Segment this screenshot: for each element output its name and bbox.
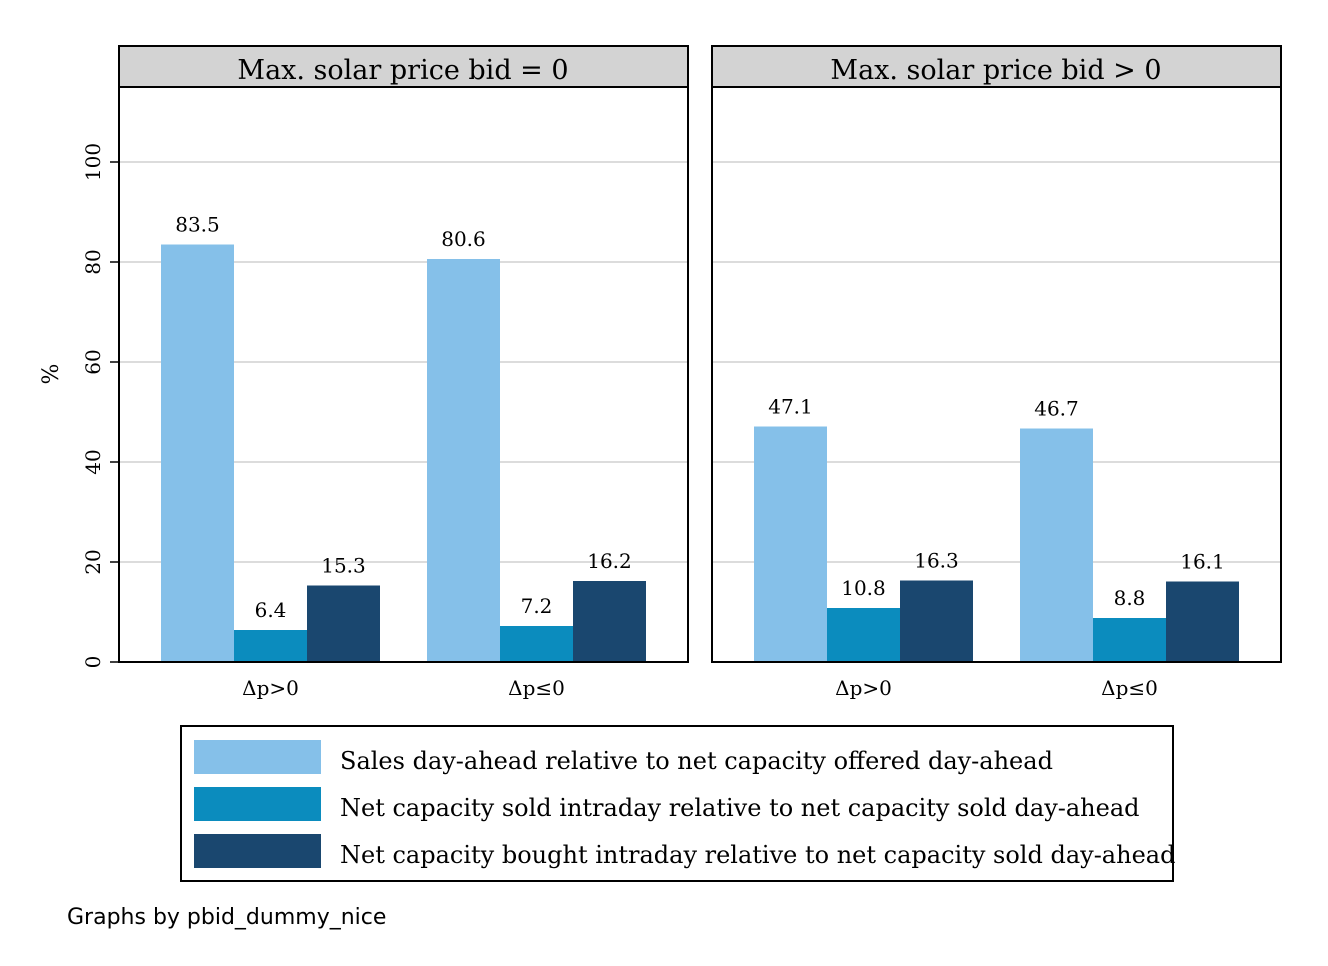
data-label: 8.8 <box>1114 586 1146 610</box>
panel-left: Max. solar price bid = 0 83.5 6.4 15.3 80.6… <box>118 45 689 663</box>
data-label: 47.1 <box>768 395 813 419</box>
legend-swatch-1 <box>194 787 321 821</box>
panel-left-title-strip <box>118 45 689 88</box>
y-tick-label: 60 <box>81 349 105 374</box>
footnote: Graphs by pbid_dummy_nice <box>67 905 386 930</box>
y-tick-label: 20 <box>81 549 105 574</box>
bar <box>827 608 900 662</box>
legend-frame <box>180 725 1174 882</box>
bar <box>900 580 973 662</box>
panel-right-frame <box>711 86 1282 663</box>
bar <box>500 626 573 662</box>
bar <box>307 585 380 662</box>
x-tick-label: Δp≤0 <box>1101 676 1158 700</box>
panel-right-title: Max. solar price bid > 0 <box>830 55 1161 86</box>
legend: Sales day-ahead relative to net capacity… <box>180 725 1175 882</box>
bar <box>161 244 234 662</box>
y-tick-label: 80 <box>81 249 105 274</box>
data-label: 7.2 <box>521 594 553 618</box>
legend-label-2: Net capacity bought intraday relative to… <box>340 841 1175 869</box>
bar <box>427 259 500 662</box>
data-label: 10.8 <box>841 576 886 600</box>
x-tick-label: Δp>0 <box>242 676 299 700</box>
legend-swatch-0 <box>194 740 321 774</box>
bar <box>1020 428 1093 662</box>
bar <box>1093 618 1166 662</box>
bar <box>573 581 646 662</box>
legend-swatch-2 <box>194 834 321 868</box>
data-label: 83.5 <box>175 213 220 237</box>
data-label: 6.4 <box>255 598 287 622</box>
legend-label-0: Sales day-ahead relative to net capacity… <box>340 747 1053 775</box>
bar <box>234 630 307 662</box>
panel-left-plot: 83.5 6.4 15.3 80.6 7.2 16.2 <box>120 161 687 662</box>
panel-right-plot: 47.1 10.8 16.3 46.7 8.8 16.1 <box>713 161 1280 662</box>
y-tick-label: 100 <box>81 143 105 181</box>
data-label: 16.3 <box>914 549 959 573</box>
panel-right-title-strip <box>711 45 1282 88</box>
bar <box>754 426 827 662</box>
bar <box>1166 581 1239 662</box>
panel-left-title: Max. solar price bid = 0 <box>237 55 568 86</box>
data-label: 80.6 <box>441 227 486 251</box>
legend-label-1: Net capacity sold intraday relative to n… <box>340 794 1140 822</box>
data-label: 46.7 <box>1034 397 1079 421</box>
y-tick-label: 0 <box>81 656 105 669</box>
y-tick-label: 40 <box>81 449 105 474</box>
y-axis: 0 20 40 60 80 100 <box>81 87 120 669</box>
x-tick-label: Δp≤0 <box>508 676 565 700</box>
x-tick-label: Δp>0 <box>835 676 892 700</box>
data-label: 16.1 <box>1180 550 1225 574</box>
y-axis-label: % <box>39 364 64 385</box>
data-label: 15.3 <box>321 554 366 578</box>
panel-right: Max. solar price bid > 0 47.1 10.8 16.3 46.… <box>711 45 1282 663</box>
data-label: 16.2 <box>587 549 632 573</box>
